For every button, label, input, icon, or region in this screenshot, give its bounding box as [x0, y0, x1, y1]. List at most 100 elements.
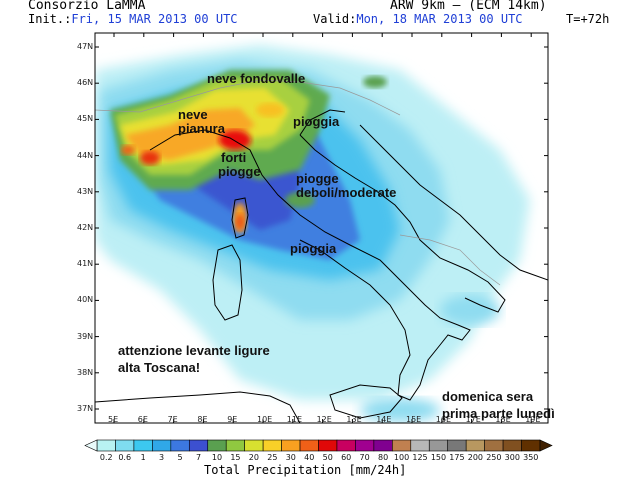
lat-label: 47N [77, 42, 94, 51]
colorbar-swatch [262, 439, 282, 452]
header-right-title: ARW 9km — (ECM 14km) [390, 0, 547, 13]
annotation-pioggia-center: pioggia [290, 241, 337, 256]
colorbar-swatch [355, 439, 375, 452]
colorbar-label: 15 [230, 453, 241, 462]
colorbar-swatch [281, 439, 301, 452]
colorbar-label: 80 [378, 453, 389, 462]
colorbar-right-arrow [539, 439, 553, 452]
lon-label: 12E [316, 415, 332, 424]
colorbar-swatch [96, 439, 116, 452]
annotation-timing-line2: prima parte lunedì [442, 406, 555, 421]
colorbar-label: 300 [504, 453, 520, 462]
lat-label: 41N [77, 259, 94, 269]
lon-label: 16E [435, 415, 452, 424]
annotation-piogge-deboli-line1: piogge [296, 171, 339, 186]
precip-field [95, 45, 530, 422]
annotation-forti-piogge: forti piogge [218, 151, 261, 179]
lon-label: 13E [346, 415, 362, 424]
lon-label: 11E [286, 415, 303, 424]
colorbar-swatch [115, 439, 135, 452]
annotation-timing: domenica sera prima parte lunedì [442, 390, 555, 421]
colorbar-swatch [392, 439, 412, 452]
annotation-piogge-deboli-line2: deboli/moderate [296, 185, 397, 200]
annotation-forti-line1: forti [221, 150, 247, 165]
coastlines [95, 109, 548, 423]
header-left-title: Consorzio LaMMA [28, 0, 146, 13]
colorbar-swatch [225, 439, 245, 452]
colorbar-label: 1 [140, 453, 146, 462]
colorbar-swatch [373, 439, 393, 452]
colorbar-swatch [299, 439, 319, 452]
colorbar-label: 100 [393, 453, 410, 462]
lon-label: 9E [227, 415, 238, 424]
annotation-neve-line2: pianura [178, 121, 225, 136]
lon-label: 5E [108, 415, 119, 424]
colorbar-label: 5 [177, 453, 183, 462]
init-label: Init.: [28, 12, 72, 26]
lat-label: 37N [77, 404, 94, 413]
colorbar-label: 40 [304, 453, 315, 462]
colorbar-label: 3 [159, 453, 165, 462]
colorbar-swatch [244, 439, 264, 452]
annotation-neve-fondovalle: neve fondovalle [207, 71, 306, 86]
colorbar-swatch [188, 439, 209, 452]
lon-label: 19E [525, 415, 541, 424]
colorbar-swatch [428, 439, 449, 452]
annotation-warning-line1: attenzione levante ligure [118, 343, 270, 358]
colorbar-swatch [447, 439, 467, 452]
valid-line: Valid:Mon, 18 MAR 2013 00 UTC [313, 12, 523, 26]
colorbar-swatch [152, 439, 172, 452]
colorbar-swatch [318, 439, 338, 452]
lat-label: 44N [77, 150, 94, 160]
lon-label: 7E [167, 415, 178, 424]
colorbar-label: 0.2 [99, 453, 113, 462]
colorbar-left-arrow [84, 439, 98, 452]
colorbar-swatch [170, 439, 190, 452]
colorbar-swatch [133, 439, 153, 452]
annotation-warning-line2: alta Toscana! [118, 360, 201, 375]
ticks [95, 33, 548, 423]
colorbar-swatch [465, 439, 485, 452]
colorbar-label: 250 [486, 453, 502, 462]
colorbar-label: 175 [449, 453, 465, 462]
lat-label: 42N [77, 223, 94, 232]
colorbar-label: 150 [430, 453, 447, 462]
colorbar-label: 7 [195, 453, 202, 462]
annotation-neve-pianura: neve pianura [178, 108, 225, 136]
annotation-piogge-deboli: piogge deboli/moderate [296, 172, 396, 200]
valid-value: Mon, 18 MAR 2013 00 UTC [356, 12, 523, 26]
colorbar-label: 0.6 [118, 453, 132, 462]
lat-label: 38N [77, 367, 94, 377]
lat-label: 45N [77, 114, 94, 124]
lat-label: 39N [77, 331, 94, 341]
colorbar-swatch [336, 439, 356, 452]
colorbar-title: Total Precipitation [mm/24h] [204, 463, 407, 477]
borders [95, 79, 501, 286]
init-line: Init.:Fri, 15 MAR 2013 00 UTC [28, 12, 238, 26]
lat-label: 46N [77, 78, 94, 88]
lon-label: 8E [197, 415, 208, 424]
colorbar-label: 60 [341, 453, 352, 462]
colorbar-swatch [207, 439, 227, 452]
colorbar-label: 200 [467, 453, 484, 462]
lat-label: 43N [77, 186, 94, 196]
colorbar-swatch [521, 439, 541, 452]
valid-label: Valid: [313, 12, 357, 26]
colorbar-label: 125 [412, 453, 428, 462]
colorbar-swatch [484, 439, 504, 452]
annotation-timing-line1: domenica sera [442, 389, 534, 404]
colorbar-label: 25 [267, 453, 278, 462]
lon-label: 14E [376, 415, 392, 424]
colorbar-label: 350 [523, 453, 539, 462]
init-value: Fri, 15 MAR 2013 00 UTC [71, 12, 238, 26]
lon-label: 15E [406, 415, 422, 424]
annotation-forti-line2: piogge [218, 164, 261, 179]
colorbar-label: 20 [248, 453, 259, 462]
colorbar-label: 50 [322, 453, 333, 462]
lon-label: 6E [137, 415, 148, 424]
annotation-neve-line1: neve [178, 107, 208, 122]
colorbar-label: 30 [285, 453, 296, 462]
lon-label: 18E [495, 415, 511, 424]
forecast-step: T=+72h [566, 12, 610, 26]
